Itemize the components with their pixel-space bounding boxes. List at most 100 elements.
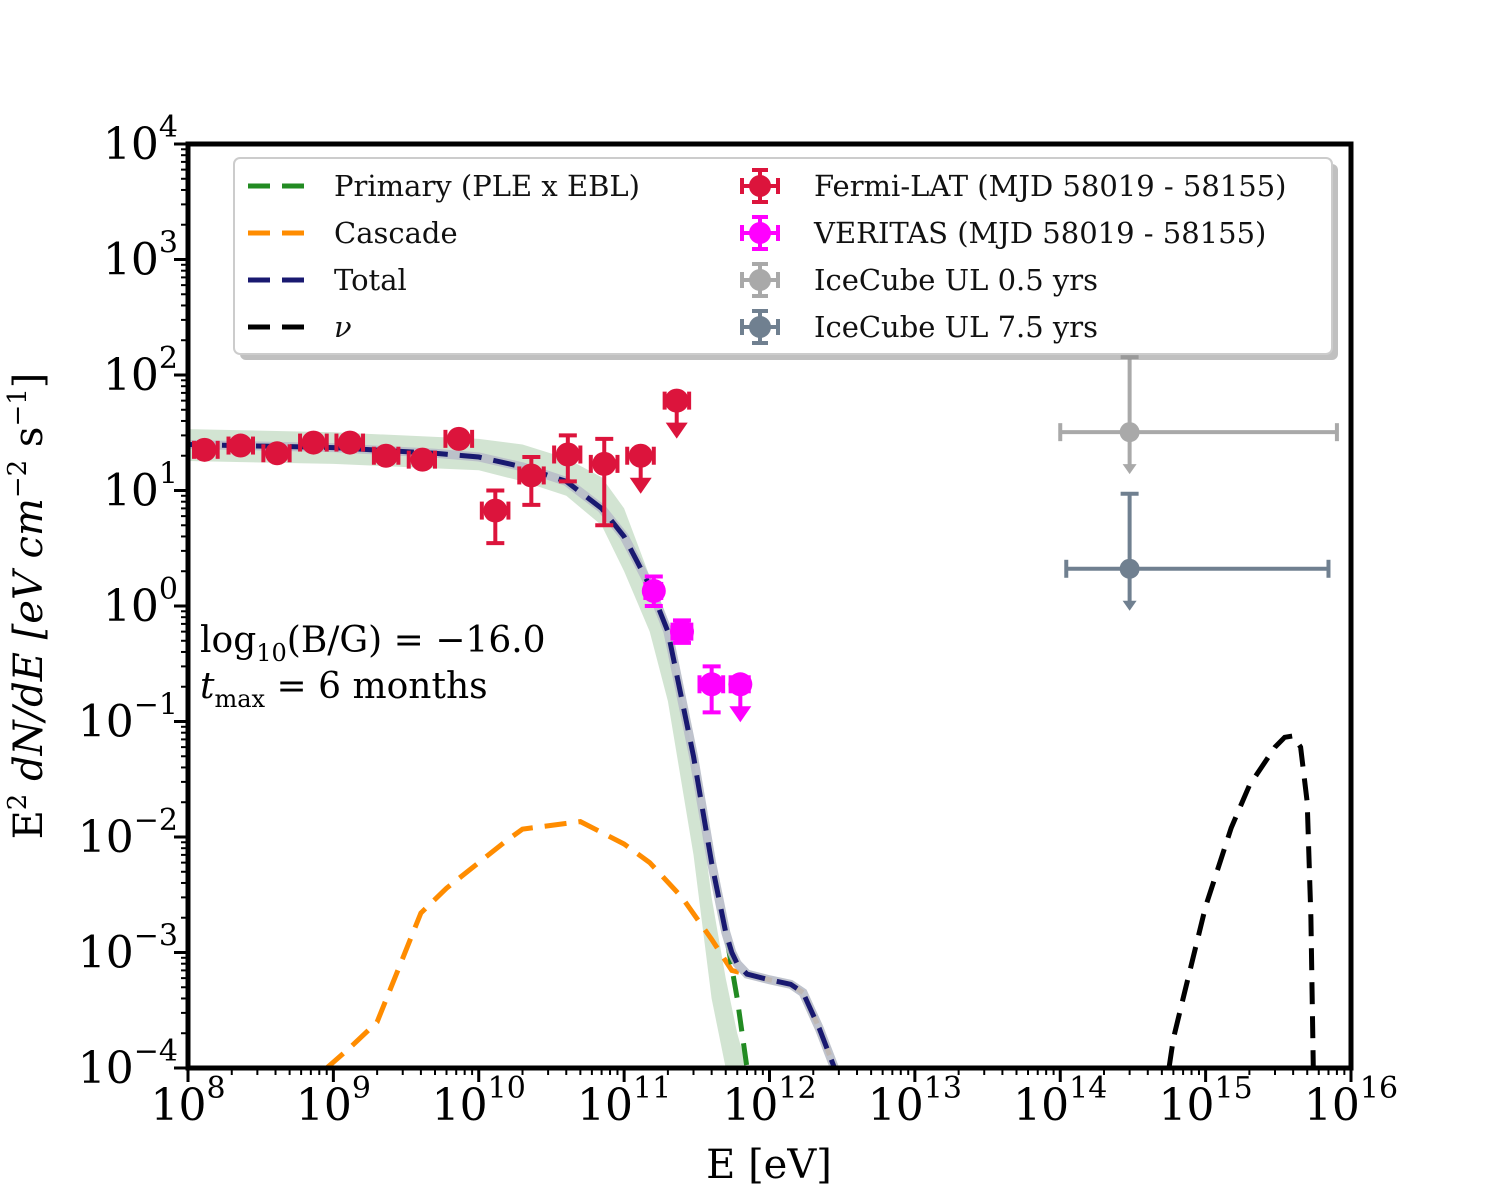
point-marker [1119, 422, 1140, 443]
tick-exponent: 4 [159, 110, 178, 145]
tick-base: 10 [722, 1080, 778, 1131]
y-axis-title: E2 dN/dE [eV cm−2 s−1] [3, 373, 52, 840]
point-fermi-lat-mjd-58019-58155 [261, 441, 292, 466]
tick-base: 10 [150, 1080, 206, 1131]
point-icecube-ul-7-5-yrs [1064, 491, 1331, 611]
legend-label: Fermi-LAT (MJD 58019 - 58155) [814, 169, 1286, 203]
point-marker [699, 672, 724, 697]
band-area [188, 429, 747, 1068]
legend-item-icecube-ul-0-5-yrs: IceCube UL 0.5 yrs [740, 262, 1098, 298]
tick-base: 10 [103, 466, 159, 517]
series-line-nu [1166, 733, 1316, 1068]
annot-field: (B/G) = −16.0 [287, 620, 546, 661]
y-tick-label: 10−2 [78, 803, 178, 863]
x-axis-title: E [eV] [706, 1142, 832, 1188]
legend-item-nu: ν [248, 310, 352, 344]
tick-exponent: 14 [1069, 1071, 1107, 1106]
tick-exponent: 16 [1360, 1071, 1398, 1106]
tick-base: 10 [103, 581, 159, 632]
point-marker [228, 433, 253, 458]
annot-t: t [200, 666, 215, 707]
point-marker [483, 498, 508, 523]
point-marker [1119, 558, 1140, 579]
point-fermi-lat-mjd-58019-58155 [552, 433, 583, 484]
tick-base: 10 [577, 1080, 633, 1131]
point-veritas-mjd-58019-58155 [728, 672, 753, 723]
y-title-mid: dN/dE [eV cm [6, 498, 52, 794]
x-tick-label: 1016 [1304, 1071, 1398, 1131]
ul-arrow [629, 477, 652, 494]
tick-exponent: 11 [633, 1071, 671, 1106]
legend-marker-swatch [749, 316, 771, 338]
x-tick-label: 1010 [432, 1071, 526, 1131]
tick-exponent: 9 [352, 1071, 371, 1106]
point-fermi-lat-mjd-58019-58155 [588, 436, 620, 528]
point-fermi-lat-mjd-58019-58155 [406, 447, 437, 472]
point-fermi-lat-mjd-58019-58155 [226, 433, 256, 458]
tick-base: 10 [1304, 1080, 1360, 1131]
legend-box [233, 157, 1333, 355]
legend-label: Cascade [334, 216, 458, 250]
tick-labels: 108 109 1010 1011 1012 1013 1014 1015 101610−410… [78, 110, 1398, 1131]
tick-base: 10 [103, 350, 159, 401]
tick-exponent: 3 [159, 226, 178, 261]
primary-uncertainty-band [188, 429, 747, 1068]
axis-ticks [174, 142, 1353, 1082]
y-tick-label: 101 [103, 457, 178, 517]
legend-label: IceCube UL 0.5 yrs [814, 263, 1098, 297]
x-tick-label: 1014 [1013, 1071, 1107, 1131]
tick-base: 10 [432, 1080, 488, 1131]
y-tick-label: 10−4 [78, 1034, 178, 1094]
tick-base: 10 [103, 119, 159, 170]
point-marker [265, 441, 290, 466]
legend-marker-swatch [749, 222, 771, 244]
point-marker [555, 442, 580, 467]
legend-marker-swatch [749, 175, 771, 197]
tick-exponent: −3 [134, 919, 178, 954]
legend-label: ν [334, 310, 352, 344]
legend-item-icecube-ul-7-5-yrs: IceCube UL 7.5 yrs [740, 309, 1098, 345]
point-marker [519, 463, 544, 488]
ul-arrow [729, 706, 752, 723]
point-marker [446, 426, 471, 451]
annot-tmax: = 6 months [265, 666, 488, 707]
legend: Primary (PLE x EBL) Cascade Total ν Fermi-LA… [233, 157, 1338, 360]
tick-base: 10 [1159, 1080, 1215, 1131]
point-marker [641, 578, 666, 603]
legend-label: Total [334, 263, 407, 297]
y-title-sup1: 2 [3, 794, 33, 811]
point-veritas-mjd-58019-58155 [697, 664, 726, 715]
tick-exponent: 12 [778, 1071, 816, 1106]
x-tick-label: 1012 [722, 1071, 816, 1131]
tick-exponent: 8 [206, 1071, 225, 1106]
annot-log: log [200, 620, 256, 661]
y-tick-label: 10−3 [78, 919, 178, 979]
ul-arrow [1122, 600, 1137, 611]
point-fermi-lat-mjd-58019-58155 [192, 437, 220, 462]
point-marker [373, 443, 398, 468]
legend-item-cascade: Cascade [248, 216, 458, 250]
tick-base: 10 [868, 1080, 924, 1131]
point-fermi-lat-mjd-58019-58155 [334, 430, 366, 455]
y-tick-label: 100 [103, 572, 178, 632]
point-marker [669, 619, 694, 644]
data-points [192, 355, 1339, 723]
y-tick-label: 103 [103, 226, 178, 286]
x-tick-label: 1011 [577, 1071, 671, 1131]
point-marker [301, 430, 326, 455]
tick-base: 10 [103, 235, 159, 286]
y-tick-label: 10−1 [78, 688, 178, 748]
tick-base: 10 [78, 1043, 134, 1094]
tick-exponent: 0 [159, 572, 178, 607]
point-veritas-mjd-58019-58155 [669, 618, 694, 645]
y-title-close: ] [6, 373, 52, 389]
parameter-annotation: log10(B/G) = −16.0 tmax = 6 months [200, 620, 546, 713]
series-line-cascade [325, 819, 837, 1068]
tick-exponent: 13 [924, 1071, 962, 1106]
model-curves [188, 440, 1316, 1068]
point-fermi-lat-mjd-58019-58155 [517, 455, 546, 507]
point-marker [337, 430, 362, 455]
series-line-primary-ple-x-ebl [188, 442, 750, 1068]
y-title-sup2: −2 [3, 460, 33, 498]
tick-exponent: −2 [134, 803, 178, 838]
